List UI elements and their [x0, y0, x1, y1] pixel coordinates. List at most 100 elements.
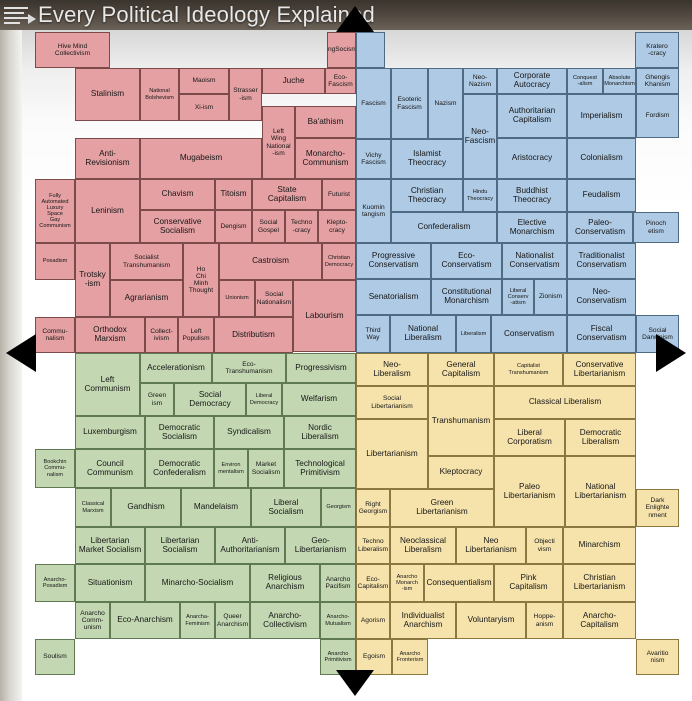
ideology-cell[interactable]: Libertarian Socialism: [145, 527, 215, 564]
ideology-cell[interactable]: Accelerationism: [140, 353, 212, 383]
ideology-cell[interactable]: Anarcho- Posadism: [35, 564, 75, 602]
ideology-cell[interactable]: Liberal Democracy: [246, 383, 282, 416]
ideology-cell[interactable]: Chavism: [140, 179, 215, 210]
ideology-cell[interactable]: Authoritarian Capitalism: [497, 94, 567, 138]
ideology-cell[interactable]: Anarcho- Mutualism: [320, 602, 356, 639]
ideology-cell[interactable]: Kleptocracy: [428, 456, 494, 489]
ideology-cell[interactable]: Klepto- cracy: [318, 210, 356, 243]
ideology-cell[interactable]: Consequentialism: [424, 564, 494, 602]
ideology-cell[interactable]: Traditionalist Conservatism: [567, 243, 636, 279]
ideology-cell[interactable]: Queer Anarchism: [215, 602, 250, 639]
ideology-cell[interactable]: Corporate Autocracy: [497, 68, 567, 94]
ideology-cell[interactable]: Conservatism: [491, 315, 567, 353]
ideology-cell[interactable]: Islamist Theocracy: [391, 139, 463, 179]
ideology-cell[interactable]: Progressivism: [286, 353, 356, 383]
hamburger-menu-icon[interactable]: [4, 5, 30, 25]
ideology-cell[interactable]: Confederalism: [391, 212, 497, 243]
ideology-cell[interactable]: Juche: [262, 68, 325, 94]
ideology-cell[interactable]: Christian Libertarianism: [563, 564, 636, 602]
ideology-cell[interactable]: Christian Theocracy: [391, 179, 463, 212]
ideology-cell[interactable]: Socialist Transhumanism: [110, 243, 183, 280]
ideology-cell[interactable]: Absolute Monarchism: [603, 68, 636, 94]
ideology-cell[interactable]: Conquest -alism: [567, 68, 603, 94]
ideology-cell[interactable]: Social Gospel: [252, 210, 285, 243]
ideology-cell[interactable]: Liberal Conserv -atism: [502, 279, 534, 315]
ideology-cell[interactable]: Futurist: [322, 179, 356, 210]
ideology-cell[interactable]: Fordism: [636, 94, 679, 138]
ideology-cell[interactable]: Eco- Transhumanism: [212, 353, 286, 383]
ideology-cell[interactable]: Mandelaism: [181, 488, 251, 527]
ideology-cell[interactable]: Feudalism: [567, 179, 636, 212]
ideology-cell[interactable]: Eco-Anarchism: [110, 602, 180, 639]
ideology-cell[interactable]: Eco- Conservatism: [431, 243, 502, 279]
ideology-cell[interactable]: Neo- Nazism: [463, 68, 497, 94]
ideology-cell[interactable]: Labourism: [293, 280, 356, 352]
ideology-cell[interactable]: Hive Mind Collectivism: [35, 32, 110, 68]
ideology-cell[interactable]: Paleo Libertarianism: [494, 456, 565, 527]
ideology-cell[interactable]: Neo- Fascism: [463, 94, 497, 179]
ideology-cell[interactable]: Nazism: [428, 68, 463, 139]
ideology-cell[interactable]: Hindu Theocracy: [463, 179, 497, 212]
ideology-cell[interactable]: Anarcha- Feminism: [180, 602, 215, 639]
ideology-cell[interactable]: Xi-ism: [179, 94, 229, 121]
ideology-cell[interactable]: Syndicalism: [214, 416, 284, 449]
ideology-cell[interactable]: Techno Liberalism: [356, 527, 390, 564]
ideology-cell[interactable]: Agrarianism: [110, 280, 183, 317]
ideology-cell[interactable]: Senatorialism: [356, 279, 431, 315]
ideology-cell[interactable]: Neoclassical Liberalism: [390, 527, 456, 564]
ideology-cell[interactable]: Nationalist Conservatism: [502, 243, 567, 279]
ideology-cell[interactable]: Orthodox Marxism: [75, 317, 145, 353]
ideology-cell[interactable]: Classical Liberalism: [494, 386, 636, 419]
ideology-cell[interactable]: General Capitalism: [428, 353, 494, 386]
ideology-cell[interactable]: Unionism: [219, 280, 255, 317]
ideology-cell[interactable]: Minarchism: [563, 527, 636, 564]
ideology-cell[interactable]: Leninism: [75, 179, 140, 243]
ideology-cell[interactable]: Anarcho- Capitalism: [563, 602, 636, 639]
ideology-cell[interactable]: Nordic Liberalism: [284, 416, 356, 449]
ideology-cell[interactable]: Maoism: [179, 68, 229, 94]
ideology-cell[interactable]: Green Libertarianism: [390, 489, 494, 527]
ideology-cell[interactable]: Anarcho- Collectivism: [250, 602, 320, 639]
ideology-cell[interactable]: Castroism: [219, 243, 322, 280]
ideology-cell[interactable]: Social Nationalism: [255, 280, 293, 317]
ideology-cell[interactable]: Neo Libertarianism: [456, 527, 526, 564]
ideology-cell[interactable]: Collect- ivism: [145, 317, 178, 353]
ideology-cell[interactable]: Welfarism: [282, 383, 356, 416]
ideology-cell[interactable]: IngSocism: [327, 32, 356, 68]
ideology-cell[interactable]: Voluntaryism: [456, 602, 526, 639]
ideology-cell[interactable]: Capitalist Transhumanism: [494, 353, 563, 386]
ideology-cell[interactable]: Posadism: [35, 243, 75, 280]
ideology-cell[interactable]: Anarcho Pacifism: [320, 564, 356, 602]
ideology-cell[interactable]: Elective Monarchism: [497, 212, 567, 243]
ideology-cell[interactable]: Objecti vism: [526, 527, 563, 564]
ideology-cell[interactable]: Commu- nalism: [35, 317, 75, 353]
ideology-cell[interactable]: Esoteric Fascism: [391, 68, 428, 139]
ideology-cell[interactable]: Distributism: [214, 317, 293, 353]
ideology-cell[interactable]: Anarcho Primitivism: [320, 639, 356, 675]
ideology-cell[interactable]: Anti- Authoritarianism: [215, 527, 285, 564]
ideology-cell[interactable]: Neo- Liberalism: [356, 353, 428, 386]
ideology-cell[interactable]: National Libertarianism: [565, 456, 636, 527]
ideology-cell[interactable]: Religious Anarchism: [250, 564, 320, 602]
ideology-cell[interactable]: Social Democracy: [174, 383, 246, 416]
ideology-cell[interactable]: Green ism: [140, 383, 174, 416]
ideology-cell[interactable]: Christian Democracy: [322, 243, 356, 280]
ideology-cell[interactable]: Trotsky -ism: [75, 243, 110, 317]
ideology-cell[interactable]: Pink Capitalism: [494, 564, 563, 602]
ideology-cell[interactable]: Democratic Confederalism: [145, 449, 214, 488]
ideology-cell[interactable]: Third Way: [356, 315, 390, 353]
ideology-cell[interactable]: Bookchin Commu- nalism: [35, 449, 75, 488]
ideology-cell[interactable]: Strasser -ism: [229, 68, 262, 121]
ideology-cell[interactable]: Vichy Fascism: [356, 139, 391, 179]
ideology-cell[interactable]: Anarcho Fronterism: [392, 639, 428, 675]
ideology-cell[interactable]: Conservative Libertarianism: [563, 353, 636, 386]
ideology-cell[interactable]: Democratic Liberalism: [565, 419, 636, 456]
ideology-cell[interactable]: Council Communism: [75, 449, 145, 488]
ideology-cell[interactable]: Luxemburgism: [75, 416, 145, 449]
ideology-cell[interactable]: Titoism: [215, 179, 252, 210]
ideology-cell[interactable]: Avaritio nism: [636, 639, 679, 675]
ideology-cell[interactable]: National Liberalism: [390, 315, 456, 353]
ideology-cell[interactable]: Liberalism: [456, 315, 491, 353]
ideology-cell[interactable]: Situationism: [75, 564, 145, 602]
ideology-cell[interactable]: Anarcho Comm- unism: [75, 602, 110, 639]
